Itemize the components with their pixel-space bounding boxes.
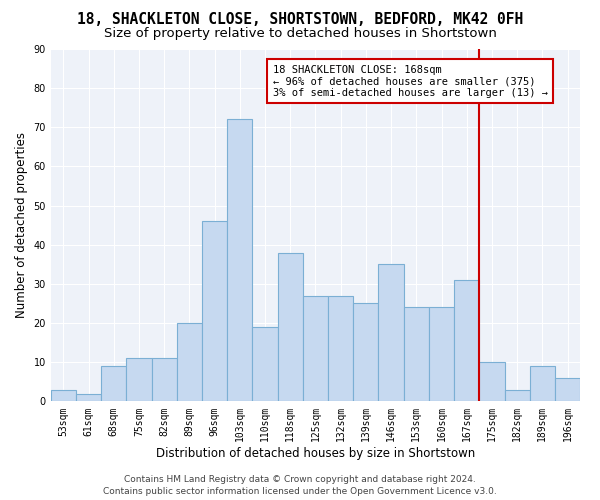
X-axis label: Distribution of detached houses by size in Shortstown: Distribution of detached houses by size … [156,447,475,460]
Bar [454,280,479,402]
Text: Contains HM Land Registry data © Crown copyright and database right 2024.
Contai: Contains HM Land Registry data © Crown c… [103,474,497,496]
Bar [404,308,429,402]
Bar [429,308,454,402]
Bar [555,378,580,402]
Text: Size of property relative to detached houses in Shortstown: Size of property relative to detached ho… [104,28,496,40]
Bar [227,120,253,402]
Bar [51,390,76,402]
Bar [76,394,101,402]
Y-axis label: Number of detached properties: Number of detached properties [15,132,28,318]
Bar [530,366,555,402]
Bar [379,264,404,402]
Bar [353,304,379,402]
Bar [328,296,353,402]
Text: 18 SHACKLETON CLOSE: 168sqm
← 96% of detached houses are smaller (375)
3% of sem: 18 SHACKLETON CLOSE: 168sqm ← 96% of det… [272,64,548,98]
Bar [177,323,202,402]
Bar [101,366,127,402]
Bar [152,358,177,402]
Bar [303,296,328,402]
Bar [202,222,227,402]
Bar [505,390,530,402]
Bar [253,327,278,402]
Bar [127,358,152,402]
Bar [479,362,505,402]
Text: 18, SHACKLETON CLOSE, SHORTSTOWN, BEDFORD, MK42 0FH: 18, SHACKLETON CLOSE, SHORTSTOWN, BEDFOR… [77,12,523,27]
Bar [278,252,303,402]
